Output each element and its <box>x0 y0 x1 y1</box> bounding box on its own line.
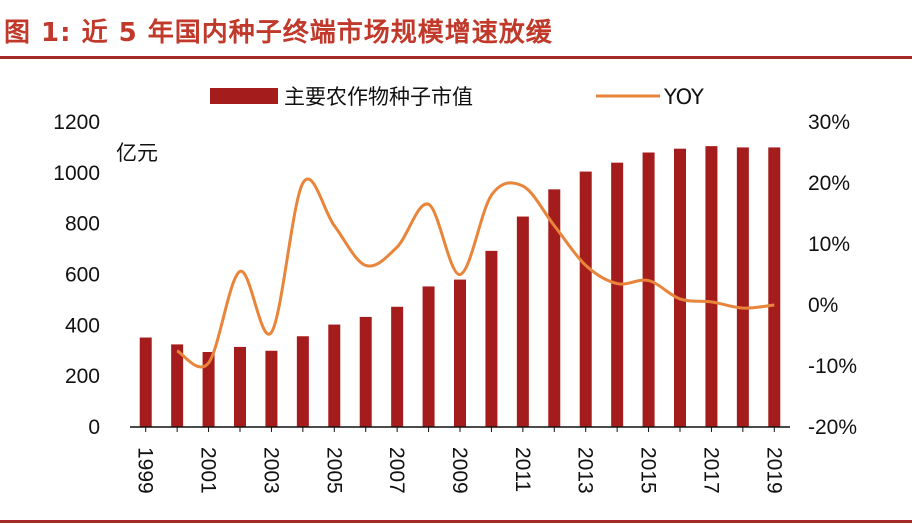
y-right-tick-label: 20% <box>808 172 850 195</box>
y-right-tick-label: -10% <box>808 355 857 378</box>
bar-2009 <box>454 279 466 427</box>
x-axis: 1999 2001 2003 2005 2007 2009 2011 2013 2015 2017… <box>134 427 785 494</box>
y-right-tick-label: -20% <box>808 416 857 439</box>
legend-label-line: YOY <box>663 85 704 109</box>
y-right-tick-label: 0% <box>808 294 838 317</box>
y-left-axis: 0 200 400 600 800 1000 1200 <box>53 111 100 439</box>
bar-2002 <box>234 346 246 427</box>
bar-2011 <box>516 216 529 427</box>
x-tick-label: 2015 <box>637 447 660 494</box>
bar-2008 <box>422 286 435 427</box>
bar-2000 <box>171 344 184 427</box>
bar-2018 <box>736 147 749 427</box>
y-left-tick-label: 800 <box>65 213 100 236</box>
y-right-axis: -20% -10% 0% 10% 20% 30% <box>808 111 857 439</box>
bar-2005 <box>328 324 341 427</box>
x-tick-label: 1999 <box>134 447 157 494</box>
x-tick-label: 2003 <box>259 447 282 494</box>
title-underline <box>0 56 912 59</box>
y-left-tick-label: 0 <box>88 416 100 439</box>
y-unit-label: 亿元 <box>116 141 158 165</box>
bar-2007 <box>391 306 404 427</box>
y-left-tick-label: 400 <box>65 314 100 337</box>
bar-2013 <box>579 171 592 427</box>
y-left-tick-label: 1000 <box>53 162 100 185</box>
y-right-tick-label: 30% <box>808 111 850 134</box>
figure-title: 图 1: 近 5 年国内种子终端市场规模增速放缓 <box>4 18 553 48</box>
x-tick-label: 2011 <box>511 447 534 492</box>
x-tick-label: 2019 <box>762 447 785 494</box>
legend-label-bar: 主要农作物种子市值 <box>284 85 473 109</box>
x-tick-label: 2007 <box>385 447 408 494</box>
bar-2004 <box>296 336 309 427</box>
bar-series <box>139 146 781 428</box>
bottom-rule <box>0 520 912 523</box>
y-right-tick-label: 10% <box>808 233 850 256</box>
y-left-tick-label: 1200 <box>53 111 100 134</box>
x-tick-label: 2009 <box>448 447 471 494</box>
bar-2001 <box>202 352 215 427</box>
legend-swatch-bar <box>210 88 278 104</box>
y-left-tick-label: 600 <box>65 264 100 287</box>
bar-2014 <box>611 162 624 427</box>
chart-legend: 主要农作物种子市值 YOY <box>210 85 704 109</box>
yoy-line <box>176 177 775 369</box>
bar-2016 <box>674 148 686 427</box>
bar-2017 <box>705 146 718 428</box>
y-left-tick-label: 200 <box>65 365 100 388</box>
bar-2003 <box>265 350 278 427</box>
bar-2012 <box>548 189 561 427</box>
bar-1999 <box>139 337 152 427</box>
x-tick-label: 2017 <box>699 447 722 494</box>
x-tick-label: 2005 <box>322 447 345 494</box>
bar-2010 <box>485 250 498 427</box>
bar-2015 <box>642 152 655 427</box>
bar-2006 <box>359 316 372 427</box>
bar-2019 <box>768 147 781 427</box>
x-tick-label: 2013 <box>574 447 597 494</box>
x-tick-label: 2001 <box>197 447 220 494</box>
